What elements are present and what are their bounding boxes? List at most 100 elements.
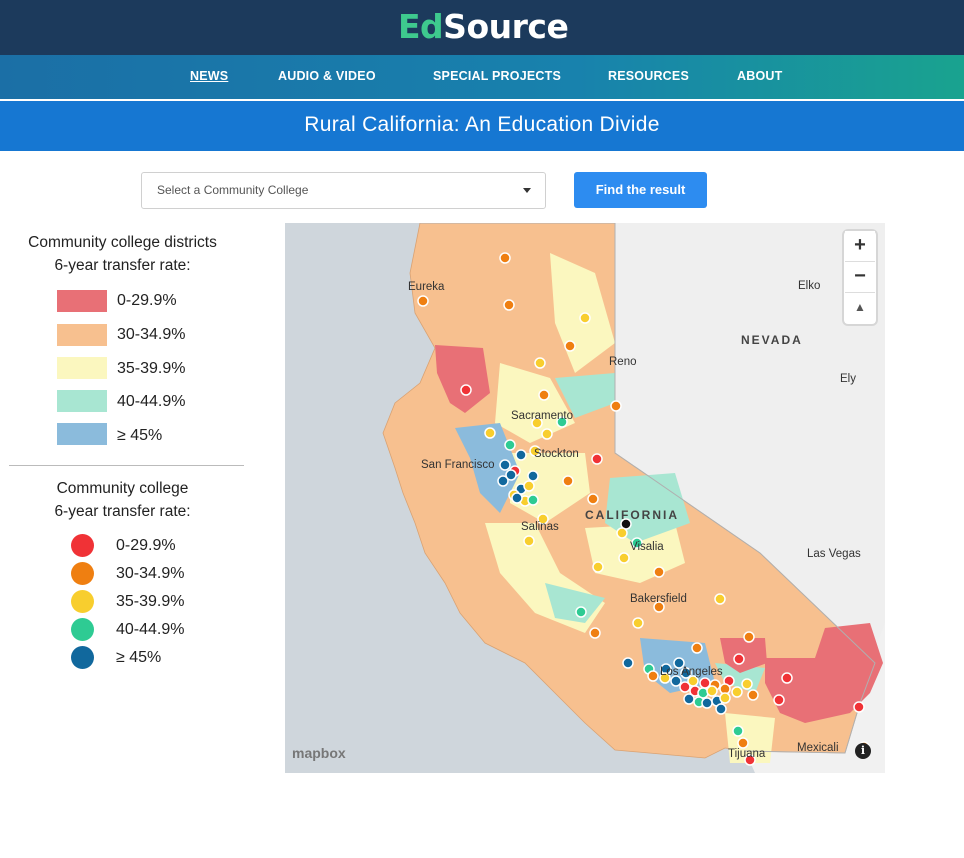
college-marker[interactable] xyxy=(741,678,753,690)
college-marker[interactable] xyxy=(731,686,743,698)
college-marker[interactable] xyxy=(616,527,628,539)
college-marker[interactable] xyxy=(647,670,659,682)
district-swatch-3 xyxy=(57,390,107,412)
city-label-reno: Reno xyxy=(609,356,637,368)
main-nav: NEWS AUDIO & VIDEO SPECIAL PROJECTS RESO… xyxy=(0,55,964,99)
college-marker[interactable] xyxy=(733,653,745,665)
city-label-mexicali: Mexicali xyxy=(797,742,839,754)
zoom-out-button[interactable]: − xyxy=(845,262,875,293)
college-select[interactable]: Select a Community College xyxy=(141,172,546,209)
college-marker[interactable] xyxy=(499,459,511,471)
college-marker[interactable] xyxy=(610,400,622,412)
college-marker[interactable] xyxy=(737,737,749,749)
college-marker[interactable] xyxy=(460,384,472,396)
college-marker[interactable] xyxy=(653,566,665,578)
college-marker[interactable] xyxy=(659,672,671,684)
college-marker[interactable] xyxy=(714,593,726,605)
nav-resources[interactable]: RESOURCES xyxy=(608,69,689,83)
college-marker[interactable] xyxy=(537,513,549,525)
college-marker[interactable] xyxy=(575,606,587,618)
college-dot-4 xyxy=(71,646,94,669)
college-dot-3 xyxy=(71,618,94,641)
city-label-las-vegas: Las Vegas xyxy=(807,548,861,560)
zoom-in-button[interactable]: + xyxy=(845,231,875,262)
college-marker[interactable] xyxy=(562,475,574,487)
college-marker[interactable] xyxy=(511,492,523,504)
college-marker[interactable] xyxy=(670,675,682,687)
college-dot-0 xyxy=(71,534,94,557)
district-legend-title-1: Community college districts xyxy=(28,234,217,251)
nav-about[interactable]: ABOUT xyxy=(737,69,783,83)
college-marker[interactable] xyxy=(592,561,604,573)
college-dot-2 xyxy=(71,590,94,613)
nav-audio-video[interactable]: AUDIO & VIDEO xyxy=(278,69,376,83)
college-marker[interactable] xyxy=(503,299,515,311)
college-marker[interactable] xyxy=(505,469,517,481)
college-marker[interactable] xyxy=(527,494,539,506)
city-label-eureka: Eureka xyxy=(408,281,445,293)
college-marker[interactable] xyxy=(587,493,599,505)
city-label-visalia: Visalia xyxy=(630,541,664,553)
compass-button[interactable]: ▲ xyxy=(845,293,875,323)
state-label-california: CALIFORNIA xyxy=(585,508,679,522)
college-marker[interactable] xyxy=(653,601,665,613)
college-marker[interactable] xyxy=(497,475,509,487)
college-marker[interactable] xyxy=(743,631,755,643)
college-marker[interactable] xyxy=(715,703,727,715)
college-marker[interactable] xyxy=(773,694,785,706)
college-marker[interactable] xyxy=(732,725,744,737)
college-marker[interactable] xyxy=(527,470,539,482)
college-marker[interactable] xyxy=(706,685,718,697)
college-marker[interactable] xyxy=(529,445,541,457)
nav-special-projects[interactable]: SPECIAL PROJECTS xyxy=(433,69,561,83)
college-marker[interactable] xyxy=(531,417,543,429)
college-marker[interactable] xyxy=(564,340,576,352)
find-result-button[interactable]: Find the result xyxy=(574,172,707,208)
college-legend-label-3: 40-44.9% xyxy=(116,621,185,638)
college-marker[interactable] xyxy=(744,754,756,766)
college-marker[interactable] xyxy=(417,295,429,307)
college-marker[interactable] xyxy=(691,642,703,654)
college-marker[interactable] xyxy=(679,681,691,693)
nav-news[interactable]: NEWS xyxy=(190,69,229,83)
college-marker[interactable] xyxy=(523,535,535,547)
college-marker[interactable] xyxy=(556,416,568,428)
college-marker[interactable] xyxy=(538,389,550,401)
page-title: Rural California: An Education Divide xyxy=(0,101,964,151)
college-marker[interactable] xyxy=(523,480,535,492)
college-marker[interactable] xyxy=(747,689,759,701)
college-marker[interactable] xyxy=(632,617,644,629)
college-marker[interactable] xyxy=(683,693,695,705)
college-marker[interactable] xyxy=(622,657,634,669)
college-marker[interactable] xyxy=(673,657,685,669)
city-label-ely: Ely xyxy=(840,373,856,385)
college-marker[interactable] xyxy=(579,312,591,324)
college-marker[interactable] xyxy=(534,357,546,369)
college-marker[interactable] xyxy=(853,701,865,713)
city-label-elko: Elko xyxy=(798,280,821,292)
legend-divider xyxy=(9,465,244,466)
city-label-bakersfield: Bakersfield xyxy=(630,593,687,605)
college-dot-1 xyxy=(71,562,94,585)
edsource-logo[interactable]: EdSource xyxy=(398,6,569,48)
college-marker[interactable] xyxy=(484,427,496,439)
college-legend-label-4: ≥ 45% xyxy=(116,649,162,666)
college-marker[interactable] xyxy=(781,672,793,684)
college-marker[interactable] xyxy=(701,697,713,709)
district-legend-label-4: ≥ 45% xyxy=(117,427,163,444)
college-marker[interactable] xyxy=(591,453,603,465)
college-marker[interactable] xyxy=(618,552,630,564)
mapbox-logo[interactable]: mapbox xyxy=(292,745,346,761)
map-canvas[interactable]: Eureka Elko Reno Ely Sacramento Stockton… xyxy=(285,223,885,773)
district-legend-title-2: 6-year transfer rate: xyxy=(54,257,191,274)
college-marker[interactable] xyxy=(499,252,511,264)
college-marker[interactable] xyxy=(541,428,553,440)
college-marker[interactable] xyxy=(504,439,516,451)
college-marker[interactable] xyxy=(680,667,692,679)
college-marker[interactable] xyxy=(719,692,731,704)
college-marker[interactable] xyxy=(515,449,527,461)
college-marker[interactable] xyxy=(631,537,643,549)
district-swatch-4 xyxy=(57,423,107,445)
info-icon[interactable]: i xyxy=(855,743,871,759)
college-marker[interactable] xyxy=(589,627,601,639)
